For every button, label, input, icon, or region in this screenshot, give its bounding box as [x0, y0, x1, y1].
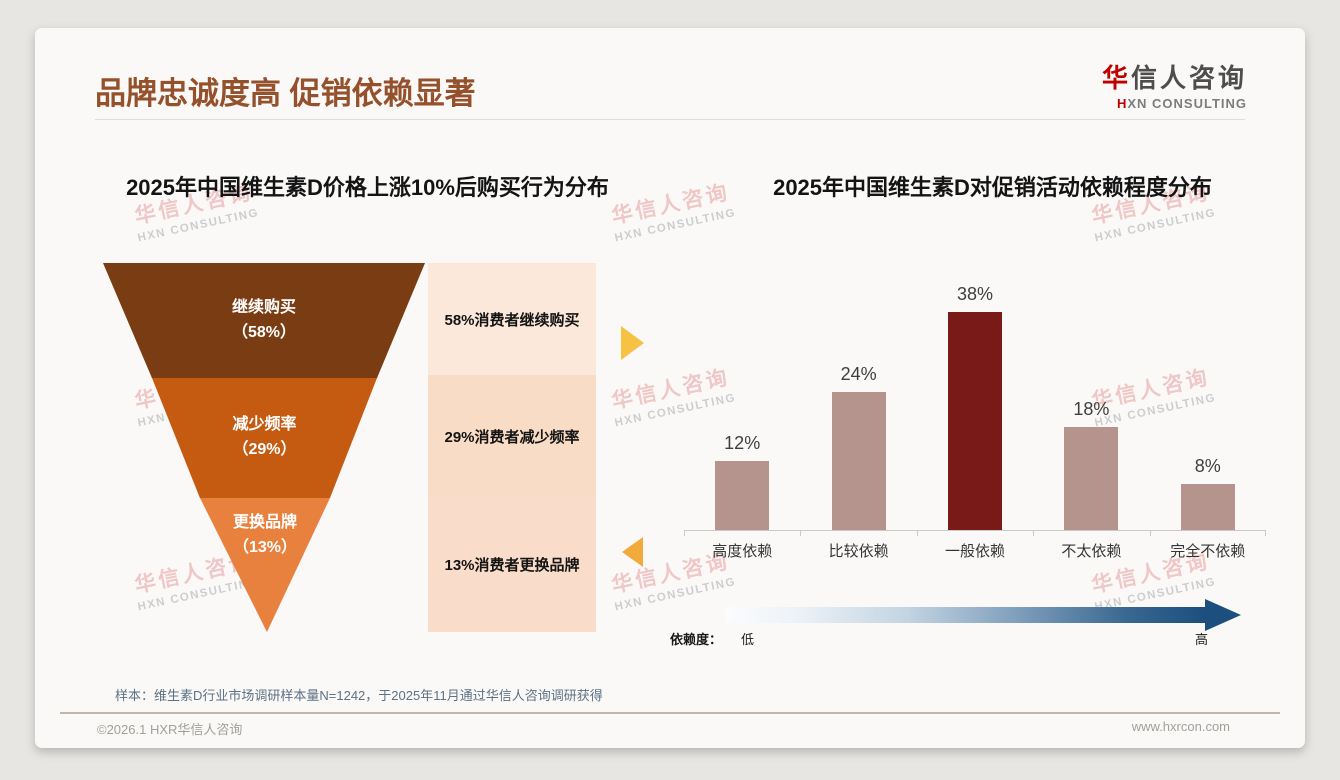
funnel-segment-label: 更换品牌	[232, 514, 297, 532]
axis-tick	[1265, 531, 1266, 536]
dependency-legend-high: 高	[1195, 632, 1209, 647]
page-title: 品牌忠诚度高 促销依赖显著	[95, 76, 476, 111]
bar-value-label: 18%	[1073, 398, 1110, 419]
bar-category-label: 高度依赖	[712, 543, 773, 560]
bar-一般依赖	[948, 311, 1002, 530]
dependency-gradient-arrowhead-icon	[1205, 599, 1241, 631]
dependency-gradient-arrow	[725, 607, 1205, 623]
funnel-segment-label: 减少频率	[232, 416, 297, 434]
header-divider	[95, 119, 1245, 120]
bar-比较依赖	[831, 392, 886, 530]
axis-tick	[1033, 531, 1035, 536]
dependency-legend-low: 低	[741, 632, 755, 647]
axis-tick	[1149, 531, 1151, 536]
logo-cn-text: 华信人咨询	[1101, 63, 1247, 93]
bar-category-label: 完全不依赖	[1170, 543, 1246, 560]
funnel-chart-title: 2025年中国维生素D价格上涨10%后购买行为分布	[126, 175, 609, 200]
funnel-segment-pct: （58%）	[231, 323, 297, 341]
funnel-note-continue: 58%消费者继续购买	[428, 263, 596, 375]
bar-value-label: 24%	[840, 364, 877, 384]
funnel-segment-pct: （13%）	[232, 539, 298, 556]
funnel-segment-label: 继续购买	[231, 298, 296, 316]
bar-chart-title: 2025年中国维生素D对促销活动依赖程度分布	[773, 175, 1212, 200]
axis-tick	[800, 531, 802, 536]
axis-tick	[684, 531, 685, 536]
bar-category-label: 比较依赖	[828, 543, 889, 560]
arrow-left-icon	[622, 537, 643, 567]
copyright-text: ©2026.1 HXR华信人咨询	[97, 722, 243, 737]
bar-高度依赖	[715, 461, 770, 530]
axis-tick	[916, 531, 918, 536]
bar-不太依赖	[1064, 426, 1119, 530]
bar-category-label: 不太依赖	[1061, 543, 1122, 560]
logo-en-text: HXN CONSULTING	[1116, 96, 1247, 111]
sample-note: 样本：维生素D行业市场调研样本量N=1242，于2025年11月通过华信人咨询调…	[115, 688, 603, 703]
slide: 华信人咨询 HXN CONSULTING 华信人咨询 HXN CONSULTING 华信…	[35, 28, 1305, 748]
footer-divider	[60, 712, 1280, 714]
bar-value-label: 38%	[956, 283, 993, 304]
funnel-segment-reduce: 减少频率 （29%）	[152, 378, 377, 498]
bar-value-label: 8%	[1194, 456, 1221, 476]
funnel-note-reduce: 29%消费者减少频率	[428, 375, 596, 497]
arrow-right-icon	[621, 326, 644, 360]
bar-plot: 12% 高度依赖 24% 比较依赖 38% 一般依赖 18% 不太依赖 8% 完全不依赖	[684, 283, 1266, 560]
bar-category-label: 一般依赖	[944, 543, 1005, 560]
company-logo: 华信人咨询 HXN CONSULTING	[1102, 58, 1247, 111]
bar-完全不依赖	[1180, 484, 1235, 530]
dependency-legend-label: 依赖度：	[670, 632, 723, 647]
funnel-segment-continue: 继续购买 （58%）	[103, 263, 425, 378]
funnel-segment-switch: 更换品牌 （13%）	[200, 498, 330, 632]
funnel-segment-pct: （29%）	[232, 441, 297, 458]
bar-value-label: 12%	[724, 433, 761, 453]
website-text: www.hxrcon.com	[1131, 719, 1230, 734]
funnel-note-switch: 13%消费者更换品牌	[428, 497, 596, 632]
